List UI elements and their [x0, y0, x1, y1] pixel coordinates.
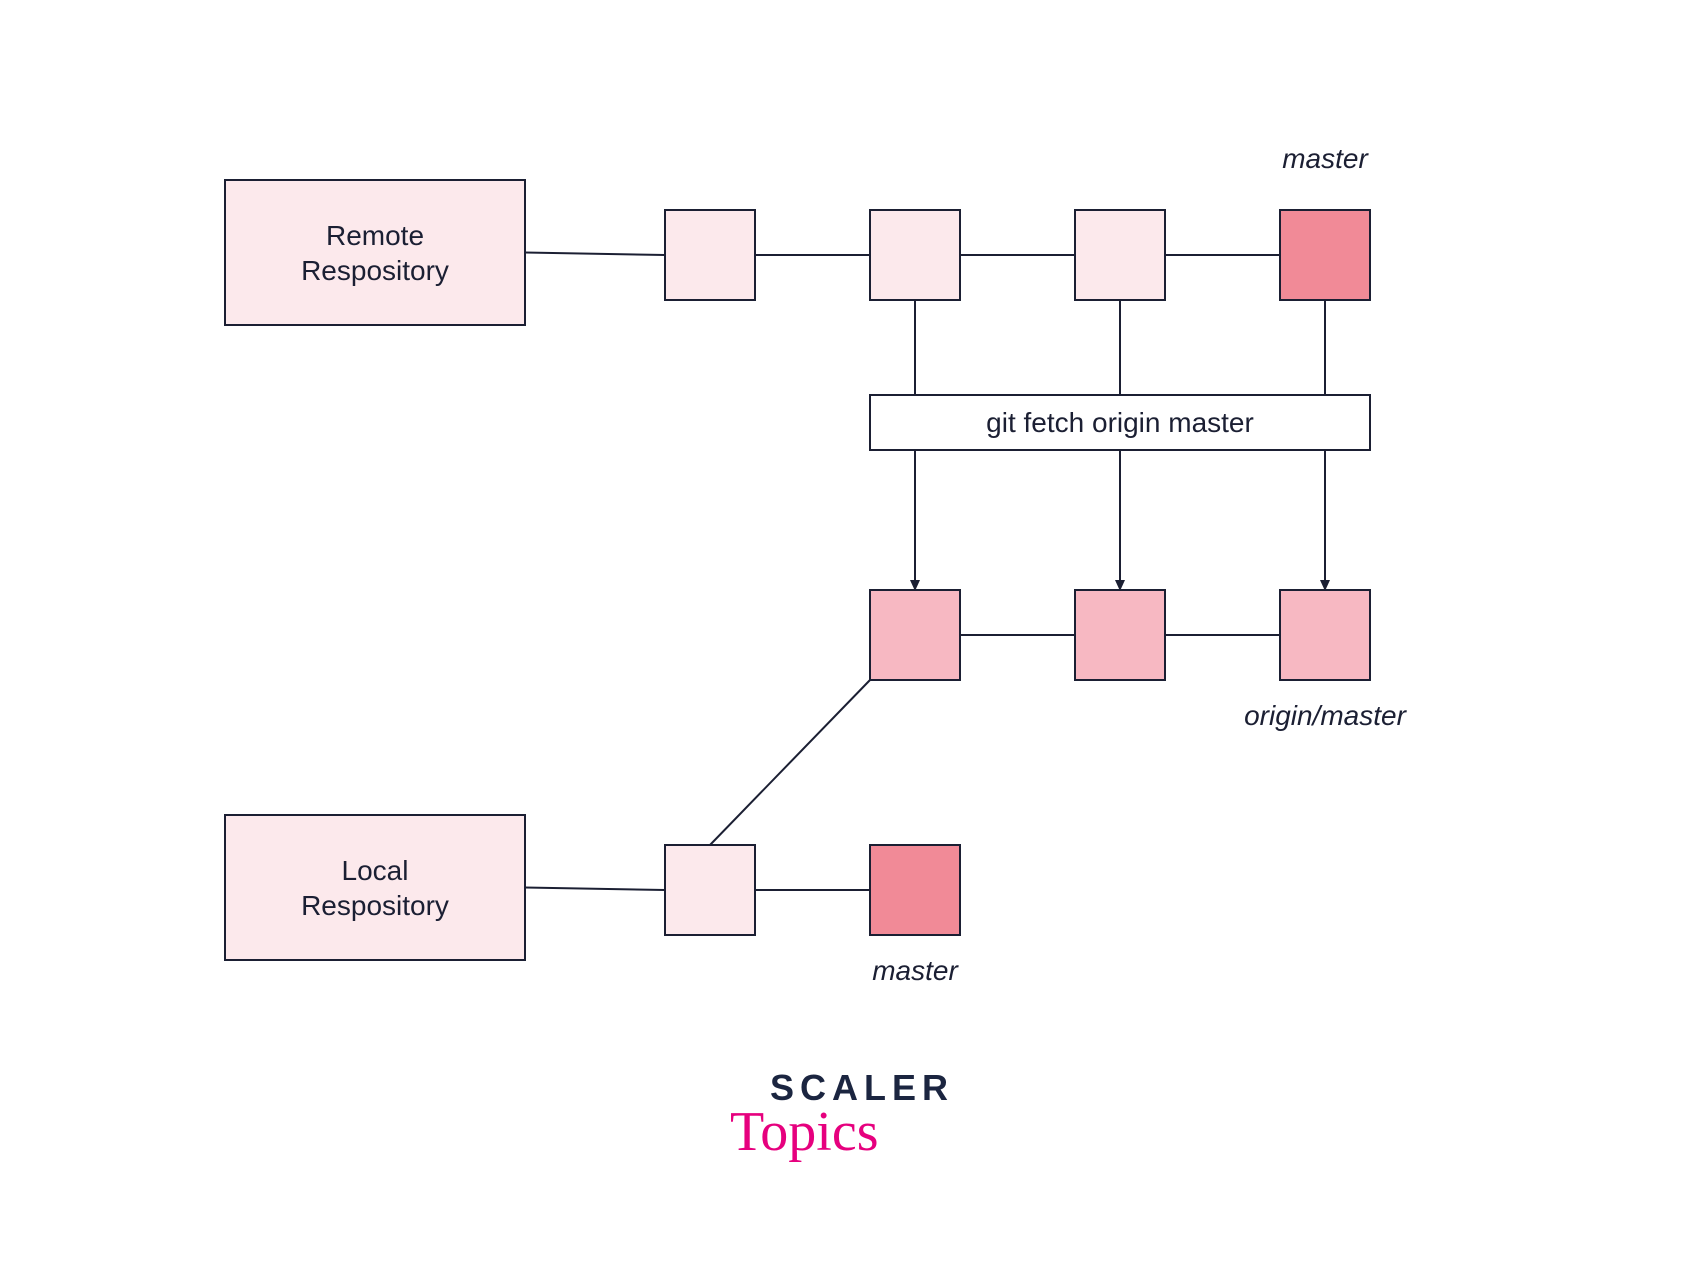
- remote-master-label: master: [1282, 143, 1369, 174]
- local-repository-box: [225, 815, 525, 960]
- remote-commit-master: [1280, 210, 1370, 300]
- local-master-label: master: [872, 955, 959, 986]
- remote-repo-label-1: Remote: [326, 220, 424, 251]
- local-repo-label-2: Respository: [301, 890, 449, 921]
- remote-repository-box: [225, 180, 525, 325]
- local-repo-label-1: Local: [342, 855, 409, 886]
- remote-repo-label-2: Respository: [301, 255, 449, 286]
- fetched-commit-1: [870, 590, 960, 680]
- remote-commit-2: [870, 210, 960, 300]
- origin-master-label: origin/master: [1244, 700, 1408, 731]
- logo-topics-text: Topics: [730, 1101, 879, 1163]
- edge: [525, 253, 665, 256]
- local-commit-master: [870, 845, 960, 935]
- fetched-commit-2: [1075, 590, 1165, 680]
- remote-commit-1: [665, 210, 755, 300]
- fetch-command-label: git fetch origin master: [986, 407, 1254, 438]
- git-fetch-diagram: Remote Respository Local Respository mas…: [0, 0, 1700, 1263]
- edge: [710, 680, 870, 845]
- fetched-commit-origin-master: [1280, 590, 1370, 680]
- local-commit-1: [665, 845, 755, 935]
- scaler-topics-logo: SCALER Topics: [730, 1067, 954, 1163]
- edge: [525, 888, 665, 891]
- remote-commit-3: [1075, 210, 1165, 300]
